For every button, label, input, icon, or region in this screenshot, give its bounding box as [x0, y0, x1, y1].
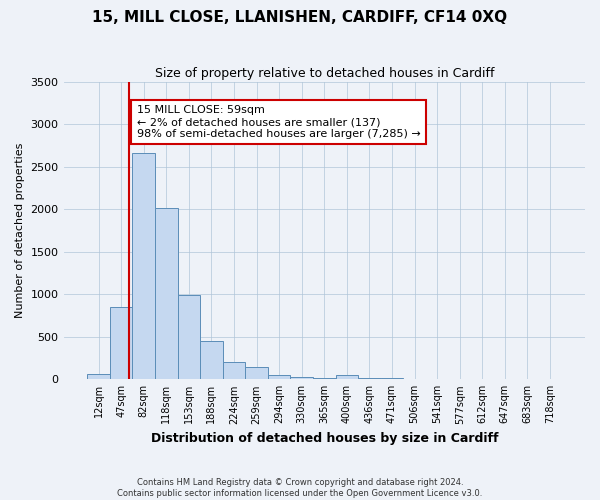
Bar [87, 374, 110, 380]
Text: Contains HM Land Registry data © Crown copyright and database right 2024.
Contai: Contains HM Land Registry data © Crown c… [118, 478, 482, 498]
Bar [358, 378, 381, 380]
Bar [223, 362, 245, 380]
Bar [245, 368, 268, 380]
Bar [178, 295, 200, 380]
Bar [200, 341, 223, 380]
Text: 15, MILL CLOSE, LLANISHEN, CARDIFF, CF14 0XQ: 15, MILL CLOSE, LLANISHEN, CARDIFF, CF14… [92, 10, 508, 25]
Bar [290, 377, 313, 380]
X-axis label: Distribution of detached houses by size in Cardiff: Distribution of detached houses by size … [151, 432, 498, 445]
Title: Size of property relative to detached houses in Cardiff: Size of property relative to detached ho… [155, 68, 494, 80]
Bar [268, 374, 290, 380]
Bar [381, 378, 403, 380]
Y-axis label: Number of detached properties: Number of detached properties [15, 143, 25, 318]
Text: 15 MILL CLOSE: 59sqm
← 2% of detached houses are smaller (137)
98% of semi-detac: 15 MILL CLOSE: 59sqm ← 2% of detached ho… [137, 106, 420, 138]
Bar [110, 307, 133, 380]
Bar [155, 208, 178, 380]
Bar [133, 153, 155, 380]
Bar [335, 375, 358, 380]
Bar [313, 378, 335, 380]
